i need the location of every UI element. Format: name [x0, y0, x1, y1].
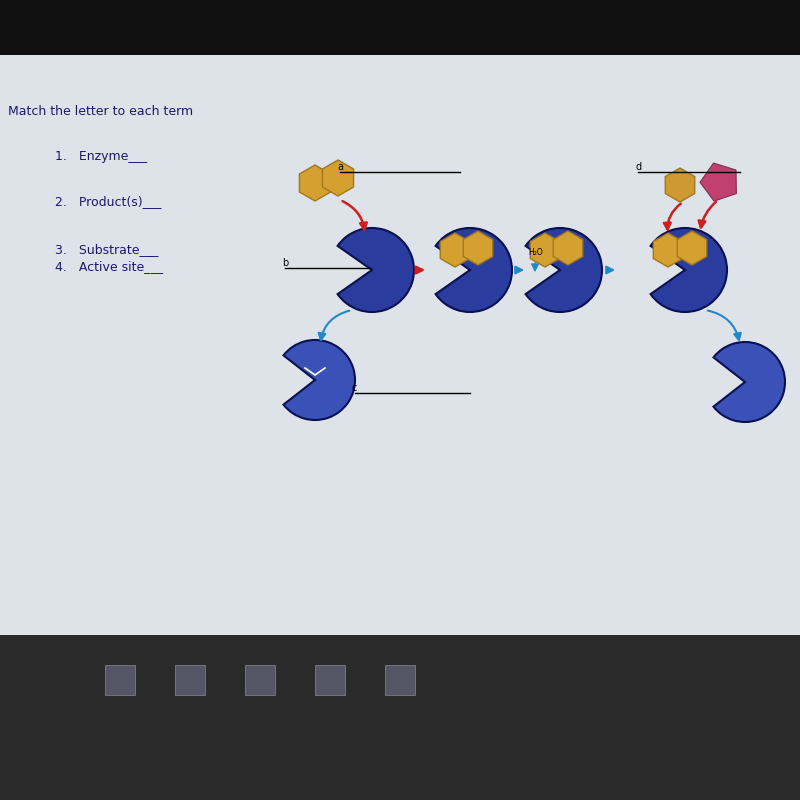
Text: H₂O: H₂O: [528, 248, 542, 257]
Polygon shape: [322, 160, 354, 196]
Polygon shape: [530, 233, 560, 267]
Bar: [385, 665, 415, 695]
Text: 1.   Enzyme___: 1. Enzyme___: [55, 150, 147, 163]
Polygon shape: [440, 233, 470, 267]
Bar: [0, 55, 800, 635]
Text: c: c: [352, 383, 358, 393]
Bar: [0, 635, 800, 800]
Polygon shape: [463, 231, 493, 265]
Polygon shape: [299, 165, 330, 201]
Polygon shape: [678, 231, 706, 265]
Text: b: b: [282, 258, 288, 268]
Wedge shape: [283, 340, 355, 420]
Text: a: a: [337, 162, 343, 172]
Wedge shape: [435, 228, 512, 312]
Polygon shape: [700, 163, 736, 201]
Polygon shape: [666, 168, 694, 202]
Text: 3.   Substrate___: 3. Substrate___: [55, 243, 158, 256]
Bar: [245, 665, 275, 695]
Bar: [315, 665, 345, 695]
Text: 4.   Active site___: 4. Active site___: [55, 260, 163, 273]
Polygon shape: [654, 233, 682, 267]
Bar: [105, 665, 135, 695]
Text: d: d: [636, 162, 642, 172]
Polygon shape: [554, 231, 582, 265]
Wedge shape: [526, 228, 602, 312]
Wedge shape: [338, 228, 414, 312]
Bar: [175, 665, 205, 695]
Wedge shape: [650, 228, 727, 312]
Wedge shape: [714, 342, 785, 422]
Bar: [0, 0, 800, 55]
Text: Match the letter to each term: Match the letter to each term: [8, 105, 193, 118]
Text: 2.   Product(s)___: 2. Product(s)___: [55, 195, 162, 208]
